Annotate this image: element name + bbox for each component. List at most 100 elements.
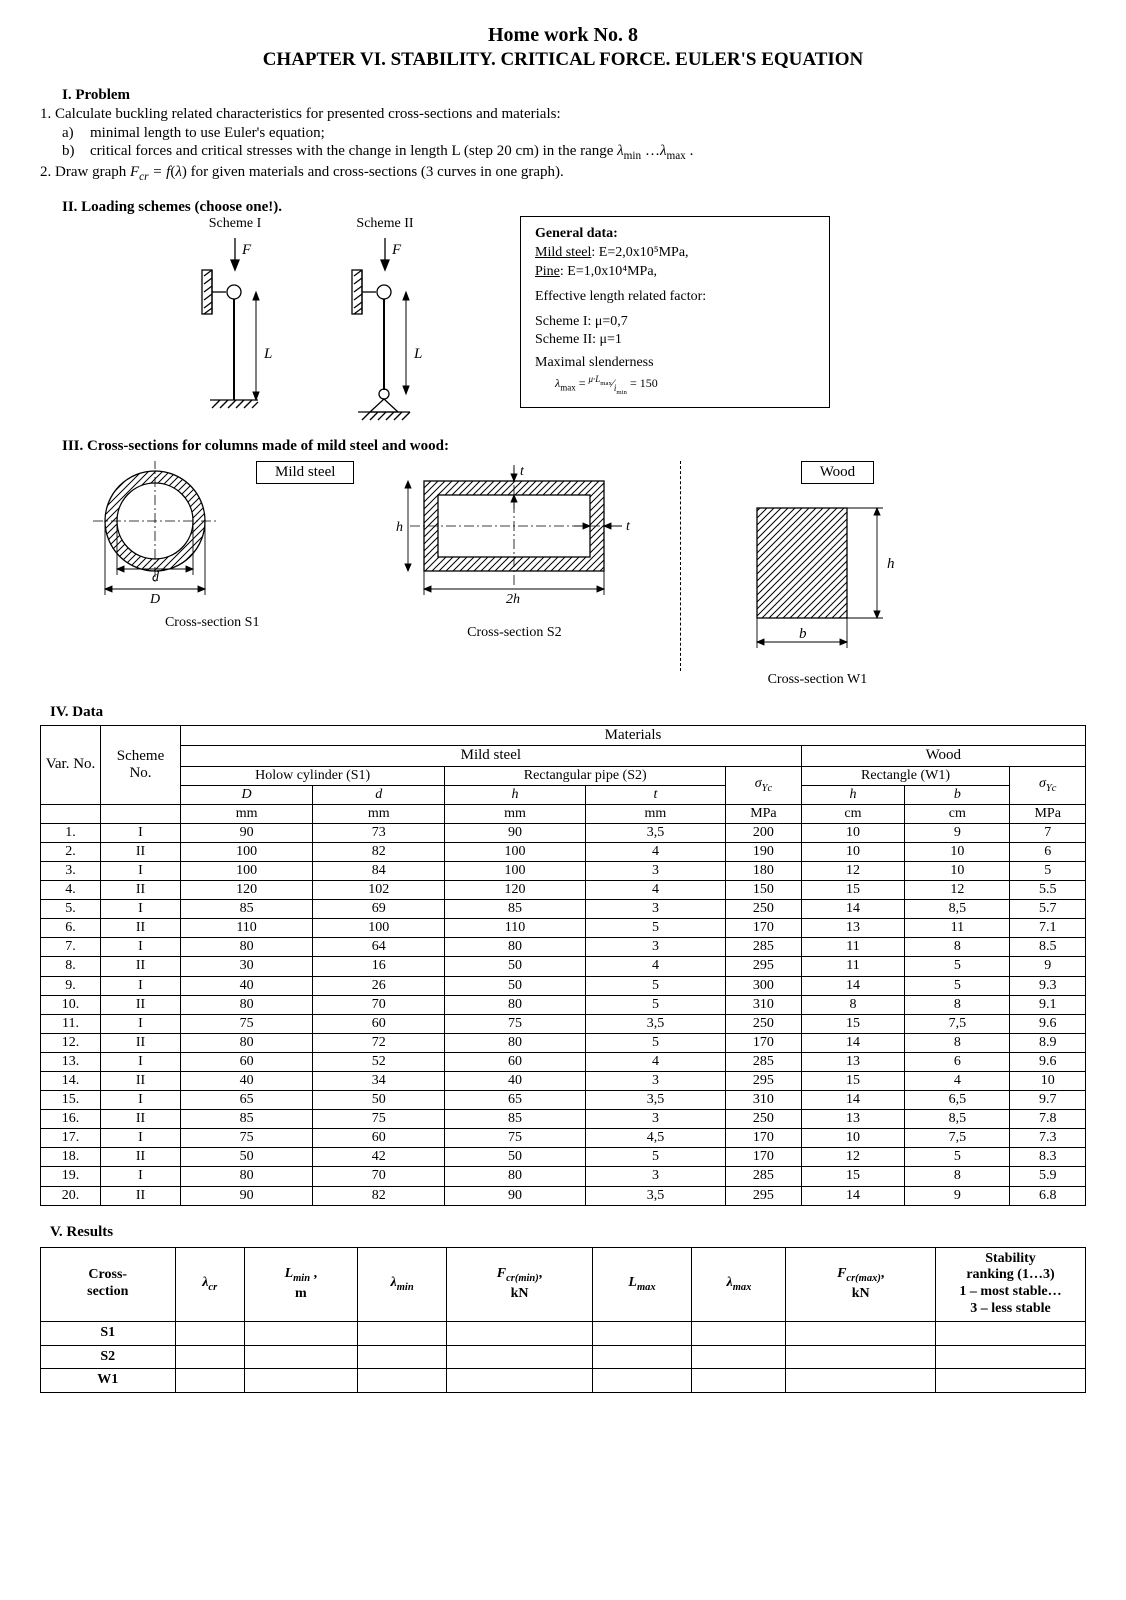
table-cell: 75 <box>181 1129 313 1148</box>
table-cell: 15 <box>801 881 905 900</box>
page-subtitle: CHAPTER VI. STABILITY. CRITICAL FORCE. E… <box>40 49 1086 71</box>
table-cell: 3,5 <box>585 1186 725 1205</box>
table-cell: 6.8 <box>1010 1186 1086 1205</box>
table-cell: 14 <box>801 976 905 995</box>
table-cell: 1. <box>41 823 101 842</box>
table-row: 3.I10084100318012105 <box>41 861 1086 880</box>
table-cell: 30 <box>181 957 313 976</box>
col-var: Var. No. <box>41 726 101 805</box>
table-cell: 16. <box>41 1110 101 1129</box>
table-cell: 60 <box>313 1129 445 1148</box>
table-cell: 180 <box>726 861 802 880</box>
table-cell: 90 <box>181 823 313 842</box>
table-row: 12.II80728051701488.9 <box>41 1033 1086 1052</box>
table-cell: 170 <box>726 1129 802 1148</box>
table-cell: 7,5 <box>905 1129 1010 1148</box>
item-mark-a: a) <box>62 125 90 142</box>
problem-item-b: b) critical forces and critical stresses… <box>62 143 1086 162</box>
table-cell: I <box>101 1091 181 1110</box>
results-cell <box>447 1321 592 1345</box>
w1-diagram: h b <box>717 488 917 668</box>
loading-schemes: Scheme I <box>160 216 460 422</box>
table-cell: II <box>101 881 181 900</box>
table-cell: 72 <box>313 1033 445 1052</box>
scheme1-F: F <box>241 242 252 258</box>
table-row: 18.II50425051701258.3 <box>41 1148 1086 1167</box>
res-col-lambdamin: λmin <box>357 1247 447 1321</box>
table-cell: 8 <box>905 938 1010 957</box>
table-cell: 9.6 <box>1010 1014 1086 1033</box>
table-cell: 80 <box>445 1167 585 1186</box>
section1-heading: I. Problem <box>62 87 1086 104</box>
table-cell: 5. <box>41 900 101 919</box>
cross-section-s2: t t h 2h <box>384 461 644 641</box>
col-h1: h <box>445 785 585 804</box>
results-cell <box>244 1369 357 1393</box>
table-row: 16.II8575853250138,57.8 <box>41 1110 1086 1129</box>
table-cell: 4 <box>585 957 725 976</box>
table-cell: 65 <box>445 1091 585 1110</box>
results-cell <box>786 1369 936 1393</box>
table-cell: 7.1 <box>1010 919 1086 938</box>
table-cell: 15 <box>801 1167 905 1186</box>
table-cell: 5.7 <box>1010 900 1086 919</box>
table-row: 11.I7560753,5250157,59.6 <box>41 1014 1086 1033</box>
table-cell: 26 <box>313 976 445 995</box>
table-cell: 7. <box>41 938 101 957</box>
table-cell: 12 <box>905 881 1010 900</box>
table-cell: 3,5 <box>585 1014 725 1033</box>
results-row: S2 <box>41 1345 1086 1369</box>
table-cell: 100 <box>445 861 585 880</box>
scheme1-label: Scheme I <box>160 216 310 232</box>
col-sigma1: σYc <box>726 766 802 804</box>
material-divider <box>680 461 681 671</box>
table-cell: 9 <box>905 1186 1010 1205</box>
s1-caption: Cross-section S1 <box>70 615 354 631</box>
table-cell: 42 <box>313 1148 445 1167</box>
table-cell: 13 <box>801 1110 905 1129</box>
problem-line-2: 2. Draw graph Fcr = f(λ) for given mater… <box>40 164 1086 183</box>
table-cell: II <box>101 1186 181 1205</box>
results-row: W1 <box>41 1369 1086 1393</box>
table-cell: 170 <box>726 1148 802 1167</box>
table-cell: 73 <box>313 823 445 842</box>
svg-text:b: b <box>799 626 807 642</box>
res-col-lmax: Lmax <box>592 1247 692 1321</box>
table-cell: 13 <box>801 1052 905 1071</box>
res-col-lambdamax: λmax <box>692 1247 786 1321</box>
table-cell: I <box>101 1129 181 1148</box>
table-cell: 190 <box>726 842 802 861</box>
table-cell: 11 <box>801 957 905 976</box>
res-col-lmin: Lmin ,m <box>244 1247 357 1321</box>
table-row: 6.II110100110517013117.1 <box>41 919 1086 938</box>
table-cell: II <box>101 1033 181 1052</box>
table-row: 9.I40265053001459.3 <box>41 976 1086 995</box>
table-cell: 50 <box>313 1091 445 1110</box>
table-cell: II <box>101 957 181 976</box>
table-cell: 8,5 <box>905 900 1010 919</box>
results-cell <box>786 1345 936 1369</box>
table-cell: 80 <box>181 938 313 957</box>
table-cell: 120 <box>445 881 585 900</box>
table-cell: 5 <box>585 995 725 1014</box>
table-cell: 70 <box>313 995 445 1014</box>
table-row: 20.II9082903,52951496.8 <box>41 1186 1086 1205</box>
table-cell: 14 <box>801 1186 905 1205</box>
data-table: Var. No. Scheme No. Materials Mild steel… <box>40 725 1086 1206</box>
table-cell: 12. <box>41 1033 101 1052</box>
table-cell: 34 <box>313 1072 445 1091</box>
table-cell: 5.5 <box>1010 881 1086 900</box>
col-mildsteel: Mild steel <box>181 746 802 766</box>
general-heading: General data: <box>535 225 815 244</box>
results-row: S1 <box>41 1321 1086 1345</box>
table-cell: 6 <box>1010 842 1086 861</box>
table-cell: 82 <box>313 1186 445 1205</box>
table-cell: 100 <box>445 842 585 861</box>
table-cell: 19. <box>41 1167 101 1186</box>
item-text-a: minimal length to use Euler's equation; <box>90 125 325 142</box>
results-cell <box>936 1369 1086 1393</box>
col-s1: Holow cylinder (S1) <box>181 766 445 785</box>
results-cell <box>692 1369 786 1393</box>
results-cell <box>447 1369 592 1393</box>
table-cell: 90 <box>445 1186 585 1205</box>
